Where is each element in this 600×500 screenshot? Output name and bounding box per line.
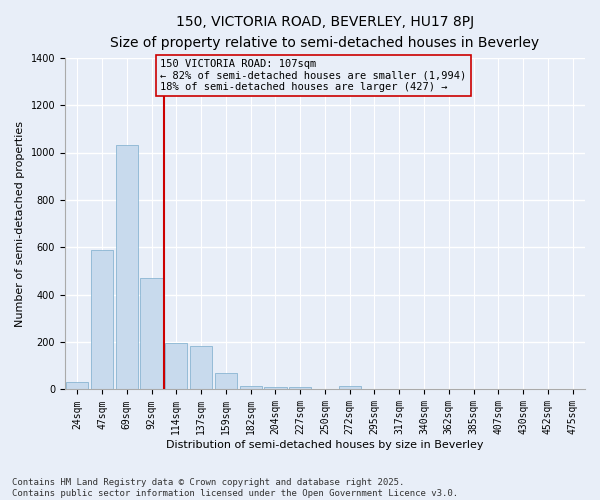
Bar xyxy=(91,250,113,390)
Bar xyxy=(264,387,287,390)
Text: 150 VICTORIA ROAD: 107sqm
← 82% of semi-detached houses are smaller (1,994)
18% : 150 VICTORIA ROAD: 107sqm ← 82% of semi-… xyxy=(160,59,467,92)
Title: 150, VICTORIA ROAD, BEVERLEY, HU17 8PJ
Size of property relative to semi-detache: 150, VICTORIA ROAD, BEVERLEY, HU17 8PJ S… xyxy=(110,15,539,50)
Y-axis label: Number of semi-detached properties: Number of semi-detached properties xyxy=(15,120,25,326)
X-axis label: Distribution of semi-detached houses by size in Beverley: Distribution of semi-detached houses by … xyxy=(166,440,484,450)
Text: Contains HM Land Registry data © Crown copyright and database right 2025.
Contai: Contains HM Land Registry data © Crown c… xyxy=(12,478,458,498)
Bar xyxy=(190,346,212,390)
Bar xyxy=(140,278,163,390)
Bar xyxy=(66,382,88,390)
Bar xyxy=(165,344,187,390)
Bar xyxy=(215,373,237,390)
Bar xyxy=(289,387,311,390)
Bar xyxy=(116,146,138,390)
Bar xyxy=(239,386,262,390)
Bar xyxy=(338,386,361,390)
